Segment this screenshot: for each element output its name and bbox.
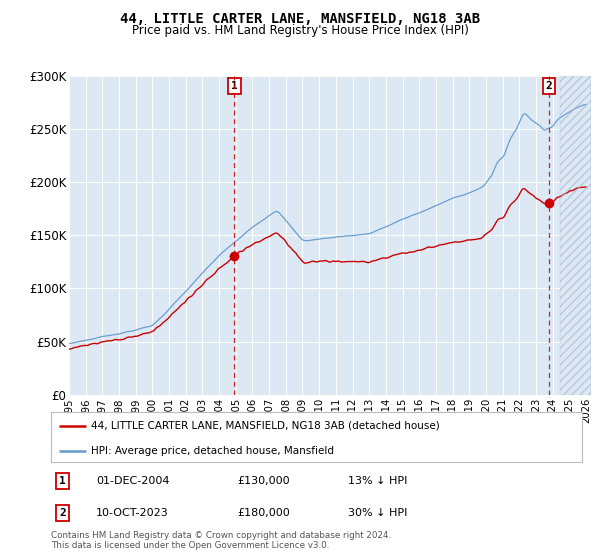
Text: 1: 1 [59, 476, 66, 486]
Text: 2: 2 [59, 508, 66, 518]
Text: 44, LITTLE CARTER LANE, MANSFIELD, NG18 3AB: 44, LITTLE CARTER LANE, MANSFIELD, NG18 … [120, 12, 480, 26]
Bar [560, 76, 591, 395]
Text: 30% ↓ HPI: 30% ↓ HPI [349, 508, 408, 518]
Text: 13% ↓ HPI: 13% ↓ HPI [349, 476, 408, 486]
Text: 01-DEC-2004: 01-DEC-2004 [96, 476, 170, 486]
Text: 2: 2 [545, 81, 553, 91]
Text: £130,000: £130,000 [237, 476, 289, 486]
Text: 44, LITTLE CARTER LANE, MANSFIELD, NG18 3AB (detached house): 44, LITTLE CARTER LANE, MANSFIELD, NG18 … [91, 421, 440, 431]
Text: 10-OCT-2023: 10-OCT-2023 [96, 508, 169, 518]
Text: HPI: Average price, detached house, Mansfield: HPI: Average price, detached house, Mans… [91, 446, 334, 456]
Text: £180,000: £180,000 [237, 508, 290, 518]
Text: Contains HM Land Registry data © Crown copyright and database right 2024.
This d: Contains HM Land Registry data © Crown c… [51, 531, 391, 550]
Bar [560, 76, 591, 395]
Text: 1: 1 [231, 81, 238, 91]
Text: Price paid vs. HM Land Registry's House Price Index (HPI): Price paid vs. HM Land Registry's House … [131, 24, 469, 37]
